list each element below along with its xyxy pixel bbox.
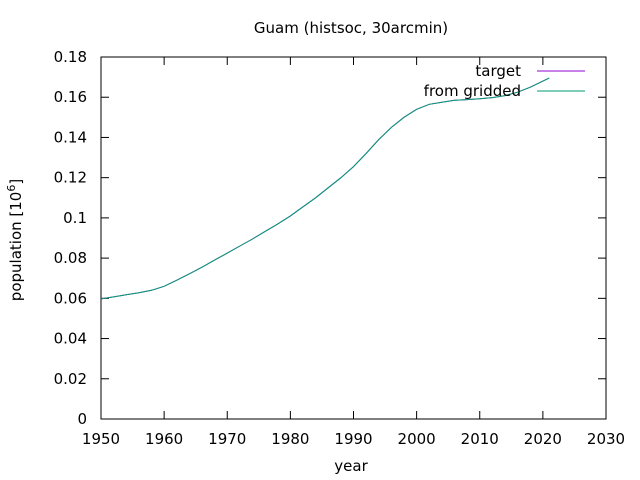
plot-border xyxy=(100,56,607,420)
y-tick-label: 0.04 xyxy=(54,330,87,348)
series-line-from-gridded xyxy=(100,77,550,300)
y-tick-label: 0.08 xyxy=(54,249,87,267)
series-lines xyxy=(100,77,550,300)
x-tick-label: 2000 xyxy=(398,430,436,448)
legend: target from gridded xyxy=(424,62,585,100)
y-tick-label: 0.14 xyxy=(54,128,87,146)
y-axis: 0 0.02 0.04 0.06 0.08 0.1 0.12 0.14 0.16 0.18 xyxy=(54,48,606,428)
x-axis: 1950 1960 1970 1980 1990 2000 2010 2020 2030 xyxy=(82,57,625,448)
x-tick-label: 2030 xyxy=(587,430,625,448)
y-axis-label: population [106] xyxy=(5,179,25,301)
x-tick-label: 1990 xyxy=(334,430,372,448)
y-tick-label: 0.16 xyxy=(54,88,87,106)
y-axis-label-bracket: ] xyxy=(7,179,25,185)
x-tick-label: 1960 xyxy=(145,430,183,448)
x-tick-label: 2010 xyxy=(461,430,499,448)
y-tick-label: 0.18 xyxy=(54,48,87,66)
y-tick-label: 0 xyxy=(77,410,87,428)
legend-label-from-gridded: from gridded xyxy=(424,82,521,100)
y-axis-label-exponent: 6 xyxy=(5,185,18,192)
plot-frame xyxy=(100,56,607,420)
y-tick-label: 0.1 xyxy=(63,209,87,227)
chart-title: Guam (histsoc, 30arcmin) xyxy=(254,19,448,37)
x-tick-label: 1950 xyxy=(82,430,120,448)
y-axis-label-text: population [10 xyxy=(7,192,25,302)
x-axis-label: year xyxy=(334,457,368,475)
y-tick-label: 0.06 xyxy=(54,289,87,307)
y-tick-label: 0.02 xyxy=(54,370,87,388)
x-tick-label: 1970 xyxy=(208,430,246,448)
x-tick-label: 1980 xyxy=(271,430,309,448)
legend-label-target: target xyxy=(475,62,521,80)
y-tick-label: 0.12 xyxy=(54,169,87,187)
x-tick-label: 2020 xyxy=(524,430,562,448)
series-line-target xyxy=(100,77,550,300)
